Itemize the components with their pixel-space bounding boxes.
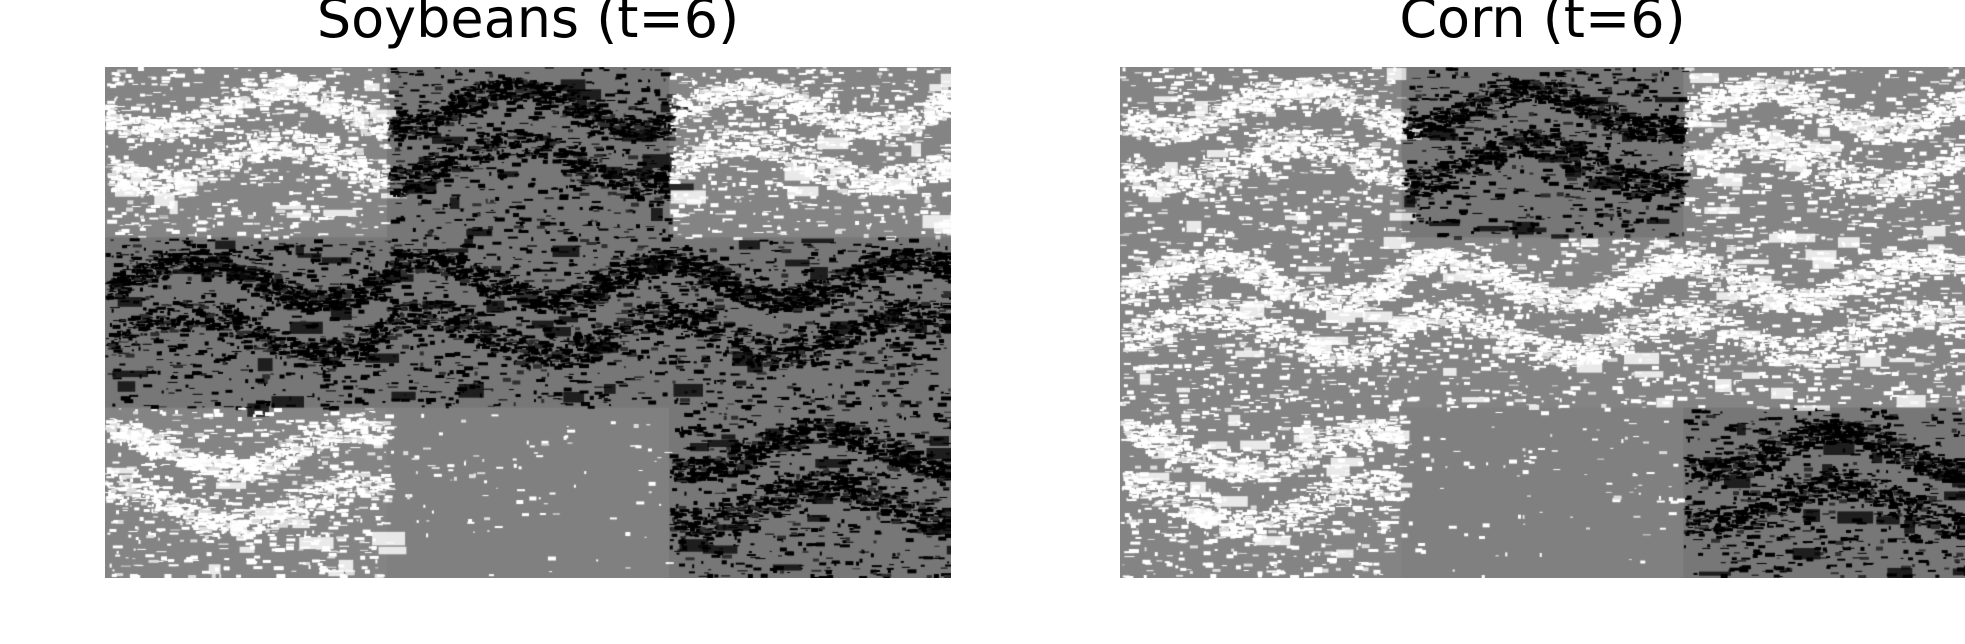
corn-heatmap: [1120, 67, 1965, 578]
soybeans-title: Soybeans (t=6): [316, 0, 740, 50]
soybeans-heatmap: [105, 67, 951, 578]
corn-title: Corn (t=6): [1399, 0, 1686, 50]
